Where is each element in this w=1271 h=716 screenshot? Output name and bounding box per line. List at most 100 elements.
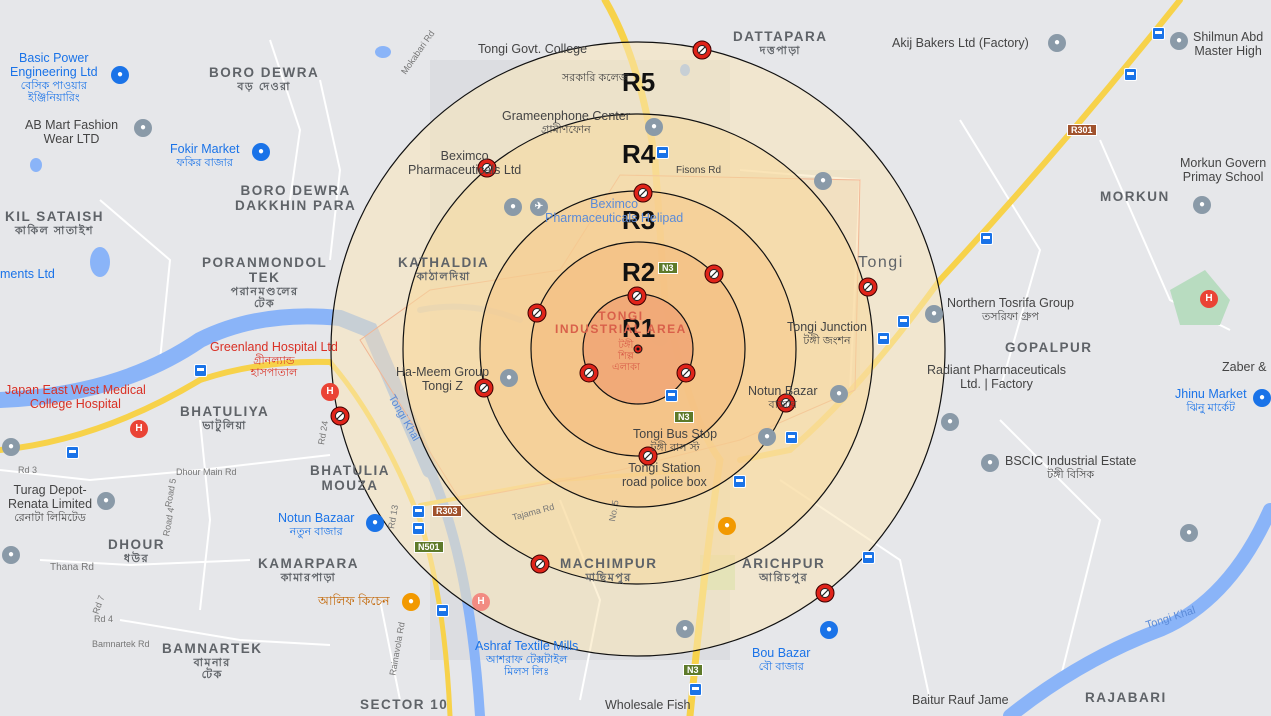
sample-point-marker[interactable] — [477, 158, 497, 178]
bus-stop-icon[interactable] — [877, 332, 890, 345]
location-pin-icon[interactable]: ● — [981, 454, 999, 472]
poi-ab-mart[interactable]: AB Mart Fashion Wear LTD — [25, 118, 119, 146]
location-pin-icon[interactable]: ● — [676, 620, 694, 638]
sample-point-marker[interactable] — [633, 183, 653, 203]
area-bhatuliya: BHATULIYA ভাটুলিয়া — [180, 404, 270, 432]
bus-stop-icon[interactable] — [436, 604, 449, 617]
poi-tongi-govt-college[interactable]: Tongi Govt. College — [478, 42, 588, 56]
location-pin-icon[interactable]: ● — [134, 119, 152, 137]
poi-notun-bazar[interactable]: Notun Bazar বাজার — [748, 384, 818, 411]
location-pin-icon[interactable]: ● — [925, 305, 943, 323]
location-pin-icon[interactable]: ● — [2, 546, 20, 564]
poi-beximco[interactable]: Beximco Pharmaceuticals Ltd — [408, 149, 522, 177]
sample-point-marker[interactable] — [579, 363, 599, 383]
poi-turag-depot[interactable]: Turag Depot- Renata Limited রেনাটা লিমিটেড — [8, 483, 93, 524]
road-shield-n501: N501 — [414, 541, 444, 553]
bus-stop-icon[interactable] — [66, 446, 79, 459]
location-pin-icon[interactable]: ● — [830, 385, 848, 403]
location-pin-icon[interactable]: ● — [504, 198, 522, 216]
poi-jhinu-market[interactable]: Jhinu Market ঝিনু মার্কেট — [1175, 387, 1247, 414]
sample-point-marker[interactable] — [530, 554, 550, 574]
poi-greenland-hospital[interactable]: Greenland Hospital Ltd গ্রীনল্যান্ড হাসপাত… — [210, 340, 338, 379]
sample-markers[interactable] — [633, 344, 643, 354]
bus-stop-icon[interactable] — [656, 146, 669, 159]
poi-ments-ltd[interactable]: ments Ltd — [0, 267, 55, 281]
restaurant-icon[interactable]: ● — [402, 593, 420, 611]
school-icon[interactable]: ● — [1170, 32, 1188, 50]
area-bamnartek: BAMNARTEK বামনার টেক — [162, 641, 263, 681]
location-pin-icon[interactable]: ● — [814, 172, 832, 190]
sample-point-marker[interactable] — [638, 446, 658, 466]
poi-bscic[interactable]: BSCIC Industrial Estate টঙ্গী বিসিক — [1005, 454, 1137, 481]
sample-point-marker[interactable] — [858, 277, 878, 297]
poi-fokir-market[interactable]: Fokir Market ফকির বাজার — [170, 142, 240, 169]
airport-icon[interactable]: ✈ — [530, 198, 548, 216]
bus-stop-icon[interactable] — [785, 431, 798, 444]
sample-point-marker[interactable] — [330, 406, 350, 426]
landmark-icon[interactable]: ● — [718, 517, 736, 535]
sample-point-marker[interactable] — [704, 264, 724, 284]
sample-point-marker[interactable] — [527, 303, 547, 323]
sample-point-marker[interactable] — [627, 286, 647, 306]
bus-stop-icon[interactable] — [194, 364, 207, 377]
school-icon[interactable]: ● — [1193, 196, 1211, 214]
bus-stop-icon[interactable] — [412, 505, 425, 518]
shopping-cart-icon[interactable]: ● — [1253, 389, 1271, 407]
area-boro-dewra: BORO DEWRA বড় দেওরা — [209, 65, 320, 93]
location-pin-icon[interactable]: ● — [500, 369, 518, 387]
sample-point-marker[interactable] — [776, 393, 796, 413]
poi-bou-bazar[interactable]: Bou Bazar বৌ বাজার — [752, 646, 811, 673]
sample-point-marker[interactable] — [474, 378, 494, 398]
sample-point-marker[interactable] — [815, 583, 835, 603]
sample-point-marker[interactable] — [676, 363, 696, 383]
poi-tongi-bus-stop[interactable]: Tongi Bus Stop টঙ্গী বাস স্ট — [633, 427, 718, 454]
poi-tongi-station[interactable]: Tongi Station road police box — [622, 461, 707, 489]
poi-northern-tosrifa[interactable]: Northern Tosrifa Group তসরিফা গ্রুপ — [947, 296, 1074, 323]
poi-grameenphone[interactable]: Grameenphone Center গ্রামীণফোন — [502, 109, 630, 136]
area-gopalpur: GOPALPUR — [1005, 340, 1093, 355]
poi-radiant[interactable]: Radiant Pharmaceuticals Ltd. | Factory — [927, 363, 1066, 391]
bus-stop-icon[interactable] — [862, 551, 875, 564]
bus-stop-icon[interactable] — [1152, 27, 1165, 40]
poi-baitur-rauf[interactable]: Baitur Rauf Jame — [912, 693, 1009, 707]
bus-stop-icon[interactable] — [1124, 68, 1137, 81]
location-pin-icon[interactable]: ● — [941, 413, 959, 431]
poi-ha-meem[interactable]: Ha-Meem Group Tongi Z — [396, 365, 490, 393]
poi-beximco-helipad[interactable]: Beximco Pharmaceuticals Helipad — [545, 197, 684, 225]
poi-shilmun[interactable]: Shilmun Abd Master High — [1193, 30, 1264, 58]
location-pin-icon[interactable]: ● — [1180, 524, 1198, 542]
location-pin-icon[interactable]: ● — [645, 118, 663, 136]
poi-tongi-junction[interactable]: Tongi Junction টঙ্গী জংশন — [787, 320, 867, 347]
location-pin-icon[interactable]: ● — [758, 428, 776, 446]
location-pin-icon[interactable]: ● — [1048, 34, 1066, 52]
location-pin-icon[interactable]: ● — [97, 492, 115, 510]
hospital-icon[interactable]: H — [1200, 290, 1218, 308]
poi-basic-power[interactable]: Basic Power Engineering Ltd বেসিক পাওয়ার ই… — [10, 51, 98, 104]
shopping-cart-icon[interactable]: ● — [252, 143, 270, 161]
bus-stop-icon[interactable] — [412, 522, 425, 535]
hospital-icon[interactable]: H — [321, 383, 339, 401]
shopping-cart-icon[interactable]: ● — [820, 621, 838, 639]
poi-ashraf-textile[interactable]: Ashraf Textile Mills আশরাফ টেক্সটাইল মিলস … — [475, 639, 579, 678]
bus-stop-icon[interactable] — [980, 232, 993, 245]
poi-akij-bakers[interactable]: Akij Bakers Ltd (Factory) — [892, 36, 1029, 50]
poi-alif-kitchen[interactable]: আলিফ কিচেন — [318, 594, 390, 608]
bus-stop-icon[interactable] — [665, 389, 678, 402]
bus-stop-icon[interactable] — [897, 315, 910, 328]
area-tongi-industrial: TONGI INDUSTRIAL AREA — [555, 309, 687, 337]
shopping-cart-icon[interactable]: ● — [366, 514, 384, 532]
poi-japan-east-west[interactable]: Japan East West Medical College Hospital — [5, 383, 146, 411]
poi-morkun-school[interactable]: Morkun Govern Primay School — [1180, 156, 1267, 184]
poi-wholesale-fish[interactable]: Wholesale Fish — [605, 698, 691, 712]
hospital-icon[interactable]: H — [472, 593, 490, 611]
bus-stop-icon[interactable] — [733, 475, 746, 488]
poi-zaber[interactable]: Zaber & — [1222, 360, 1267, 374]
shopping-icon[interactable]: ● — [111, 66, 129, 84]
bus-stop-icon[interactable] — [689, 683, 702, 696]
hospital-icon[interactable]: H — [130, 420, 148, 438]
poi-notun-bazaar[interactable]: Notun Bazaar নতুন বাজার — [278, 511, 355, 538]
marker-group[interactable] — [330, 40, 878, 603]
sample-point-marker[interactable] — [692, 40, 712, 60]
location-pin-icon[interactable]: ● — [2, 438, 20, 456]
